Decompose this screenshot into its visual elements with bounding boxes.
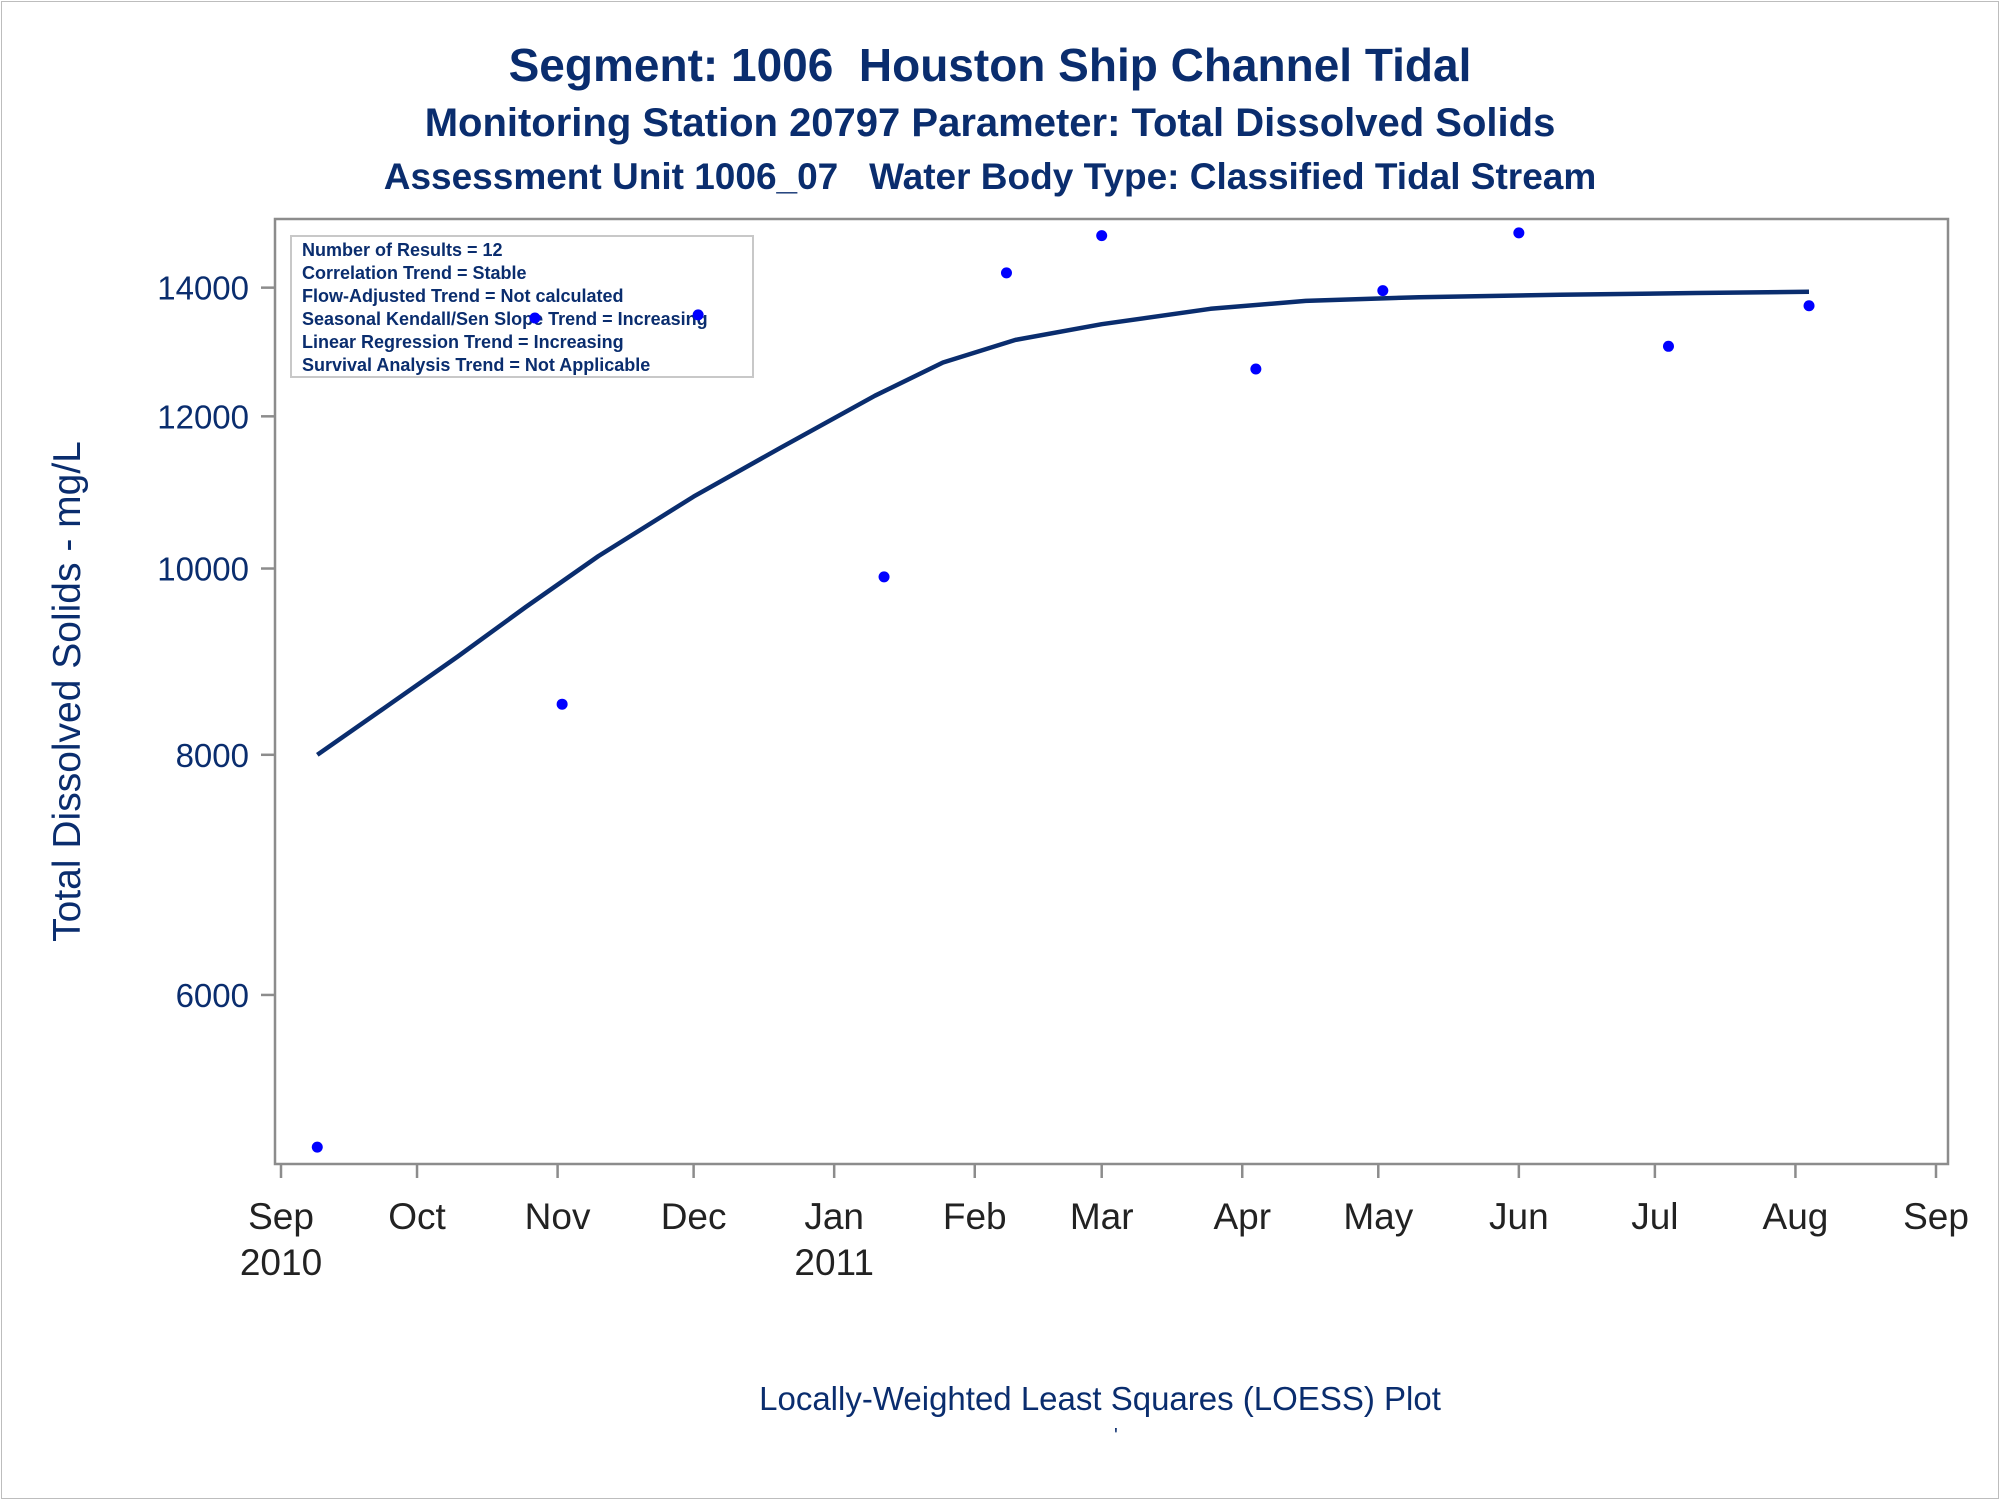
data-point xyxy=(1803,300,1815,312)
plot-area xyxy=(273,217,1950,1166)
data-point xyxy=(1096,230,1108,242)
footnote-mark: ' xyxy=(1114,1425,1118,1447)
y-tick-label: 8000 xyxy=(176,737,249,774)
legend-line: Flow-Adjusted Trend = Not calculated xyxy=(302,286,624,306)
x-tick-label: Feb xyxy=(943,1196,1007,1237)
data-point xyxy=(692,309,704,321)
x-tick-label: Apr xyxy=(1213,1196,1271,1237)
x-tick-label: Jul xyxy=(1631,1196,1678,1237)
data-point xyxy=(1662,340,1674,352)
legend-box xyxy=(290,235,754,378)
chart-subtitle-2: Assessment Unit 1006_07 Water Body Type:… xyxy=(383,156,1597,197)
chart-title: Segment: 1006 Houston Ship Channel Tidal xyxy=(508,39,1472,91)
x-tick-year-label: 2010 xyxy=(240,1242,322,1283)
x-tick-label: Jan xyxy=(804,1196,864,1237)
data-point xyxy=(878,571,890,583)
data-point xyxy=(1513,227,1525,239)
data-point xyxy=(1000,267,1012,279)
data-point xyxy=(311,1141,323,1153)
data-point xyxy=(529,312,541,324)
x-tick-label: Jun xyxy=(1489,1196,1549,1237)
data-point xyxy=(1250,363,1262,375)
legend-line: Survival Analysis Trend = Not Applicable xyxy=(302,355,650,375)
footnote: Locally-Weighted Least Squares (LOESS) P… xyxy=(759,1380,1441,1417)
x-tick-label: May xyxy=(1343,1196,1413,1237)
loess-line xyxy=(316,289,1810,757)
y-tick-label: 14000 xyxy=(157,270,249,307)
x-tick-year-label: 2011 xyxy=(794,1242,874,1283)
x-tick-label: Aug xyxy=(1763,1196,1829,1237)
legend-line: Number of Results = 12 xyxy=(302,240,503,260)
y-axis-label: Total Dissolved Solids - mg/L xyxy=(46,441,89,942)
legend-line: Correlation Trend = Stable xyxy=(302,263,527,283)
legend-line: Seasonal Kendall/Sen Slope Trend = Incre… xyxy=(302,309,708,329)
x-tick-label: Mar xyxy=(1070,1196,1134,1237)
x-tick-label: Sep xyxy=(1903,1196,1969,1237)
y-tick-label: 12000 xyxy=(157,398,249,435)
chart-subtitle: Monitoring Station 20797 Parameter: Tota… xyxy=(424,101,1556,145)
y-tick-label: 10000 xyxy=(157,551,249,588)
x-tick-label: Oct xyxy=(388,1196,446,1237)
x-tick-label: Sep xyxy=(248,1196,314,1237)
x-tick-label: Dec xyxy=(661,1196,727,1237)
legend-line: Linear Regression Trend = Increasing xyxy=(302,332,624,352)
data-point xyxy=(1377,285,1389,297)
x-tick-label: Nov xyxy=(525,1196,591,1237)
y-tick-label: 6000 xyxy=(176,977,249,1014)
data-point xyxy=(556,698,568,710)
